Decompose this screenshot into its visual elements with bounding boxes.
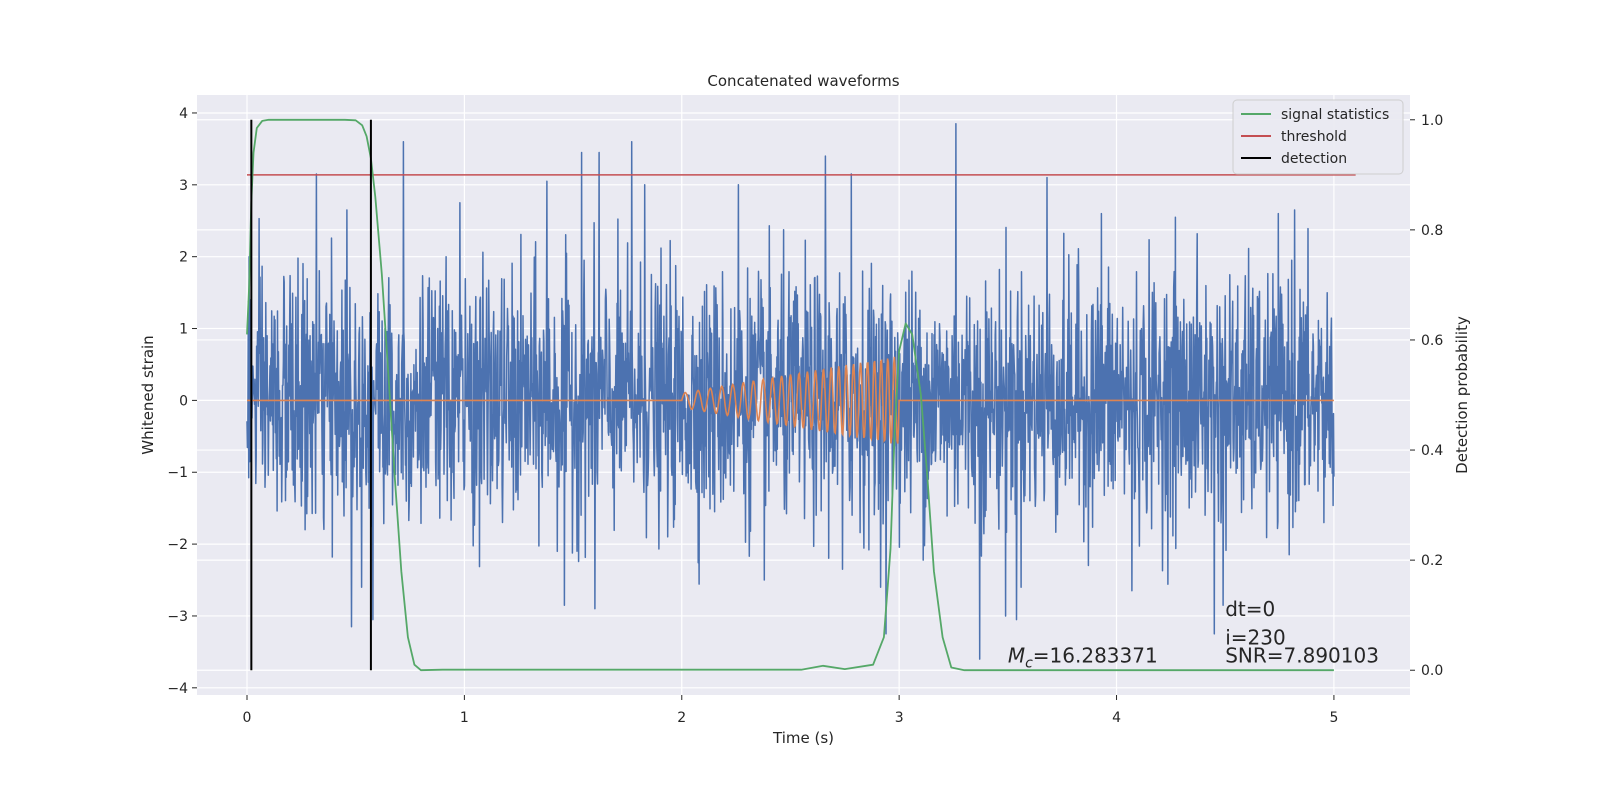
annotation-text: dt=0: [1225, 597, 1275, 621]
y2-tick-label: 0.2: [1421, 553, 1443, 569]
chart-title: Concatenated waveforms: [707, 72, 899, 90]
x-tick-label: 3: [895, 710, 904, 726]
y-tick-label: −4: [167, 681, 188, 697]
y-tick-label: 1: [179, 322, 188, 338]
y2-tick-label: 0.0: [1421, 663, 1443, 679]
x-tick-label: 1: [460, 710, 469, 726]
signal-statistics-line: [246, 118, 1334, 672]
injected-waveform-line: [247, 356, 1334, 444]
y-tick-label: 4: [179, 106, 188, 122]
x-axis-label: Time (s): [772, 729, 834, 747]
legend-box: [1232, 99, 1404, 175]
y2-tick-label: 0.8: [1421, 223, 1443, 239]
annotation-text: i=230: [1225, 626, 1286, 650]
legend-label: threshold: [1281, 129, 1347, 145]
y-tick-label: −3: [167, 609, 188, 625]
legend: signal statistics threshold detection: [1232, 99, 1404, 175]
y-axis-ticks: 4 3 2 1 0 −1 −2 −3 −4: [167, 106, 197, 697]
y-tick-label: 2: [179, 250, 188, 266]
y2-axis-ticks: 1.0 0.8 0.6 0.4 0.2 0.0: [1410, 113, 1443, 679]
y2-tick-label: 0.4: [1421, 443, 1443, 459]
x-tick-label: 5: [1329, 710, 1338, 726]
y-tick-label: 3: [179, 178, 188, 194]
x-tick-label: 0: [243, 710, 252, 726]
x-axis-ticks: 0 1 2 3 4 5: [243, 695, 1338, 726]
legend-label: signal statistics: [1281, 107, 1389, 123]
y-tick-label: −2: [167, 537, 188, 553]
x-tick-label: 2: [677, 710, 686, 726]
y-tick-label: −1: [167, 465, 188, 481]
legend-label: detection: [1281, 151, 1347, 167]
annotation-text: SNR=7.890103: [1225, 643, 1379, 667]
annotation-text: Mc=16.283371: [1008, 643, 1158, 671]
y-axis-label: Whitened strain: [139, 335, 157, 454]
y2-tick-label: 1.0: [1421, 113, 1443, 129]
x-tick-label: 4: [1112, 710, 1121, 726]
strain-line: [246, 122, 1335, 660]
y-tick-label: 0: [179, 393, 188, 409]
series-layer: [246, 118, 1356, 672]
y2-tick-label: 0.6: [1421, 333, 1443, 349]
y2-axis-label: Detection probability: [1453, 316, 1471, 474]
